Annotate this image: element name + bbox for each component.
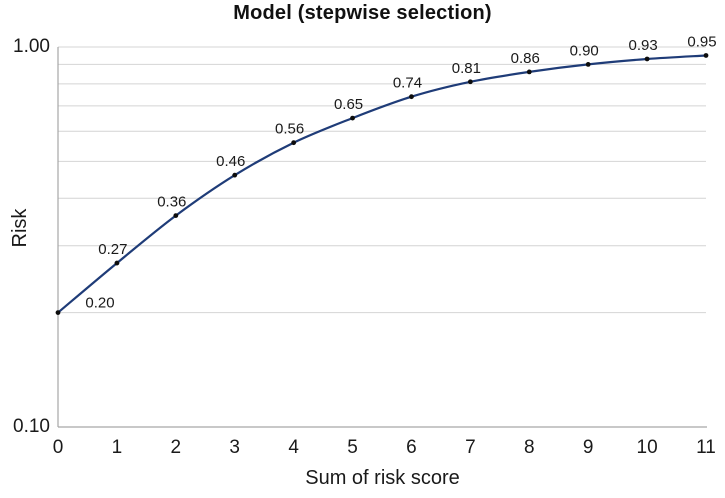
data-point-marker bbox=[526, 69, 532, 75]
chart-title: Model (stepwise selection) bbox=[233, 2, 492, 24]
data-point-marker bbox=[644, 56, 650, 62]
x-tick-label: 4 bbox=[288, 437, 299, 458]
data-point-marker bbox=[409, 94, 414, 100]
y-axis-tick-label-min: 0.10 bbox=[13, 416, 50, 437]
x-tick-label: 2 bbox=[170, 437, 182, 458]
data-point-label: 0.20 bbox=[85, 295, 114, 312]
x-tick-label: 8 bbox=[523, 437, 535, 458]
data-point-marker bbox=[232, 172, 238, 178]
x-tick-label: 5 bbox=[347, 437, 358, 458]
data-point-label: 0.74 bbox=[393, 75, 422, 92]
x-tick-label: 9 bbox=[582, 437, 594, 458]
data-point-label: 0.90 bbox=[570, 42, 599, 59]
x-tick-label: 6 bbox=[406, 437, 417, 458]
data-point-label: 0.46 bbox=[216, 153, 245, 170]
x-tick-label: 3 bbox=[229, 437, 240, 458]
data-point-label: 0.56 bbox=[275, 121, 304, 138]
data-point-marker bbox=[114, 260, 120, 266]
data-point-label: 0.65 bbox=[334, 96, 363, 113]
data-point-label: 0.81 bbox=[452, 60, 481, 77]
x-axis-title: Sum of risk score bbox=[305, 467, 460, 489]
x-tick-label: 7 bbox=[465, 437, 476, 458]
data-point-marker bbox=[467, 79, 473, 85]
data-point-label: 0.93 bbox=[628, 37, 657, 54]
data-point-marker bbox=[55, 310, 61, 316]
x-tick-label: 10 bbox=[636, 437, 658, 458]
data-point-marker bbox=[703, 53, 709, 58]
data-point-label: 0.86 bbox=[511, 50, 540, 67]
data-point-label: 0.36 bbox=[157, 194, 186, 211]
y-axis-tick-label-max: 1.00 bbox=[13, 36, 50, 57]
data-point-label: 0.95 bbox=[687, 33, 716, 50]
risk-series-line bbox=[56, 54, 708, 314]
data-point-marker bbox=[585, 61, 591, 67]
x-tick-label: 1 bbox=[111, 437, 123, 458]
data-point-label: 0.27 bbox=[98, 241, 127, 258]
data-point-marker bbox=[173, 213, 179, 219]
data-point-marker bbox=[350, 115, 355, 121]
x-tick-label: 0 bbox=[52, 437, 64, 458]
x-tick-label: 11 bbox=[696, 437, 716, 458]
data-point-marker bbox=[291, 140, 297, 146]
